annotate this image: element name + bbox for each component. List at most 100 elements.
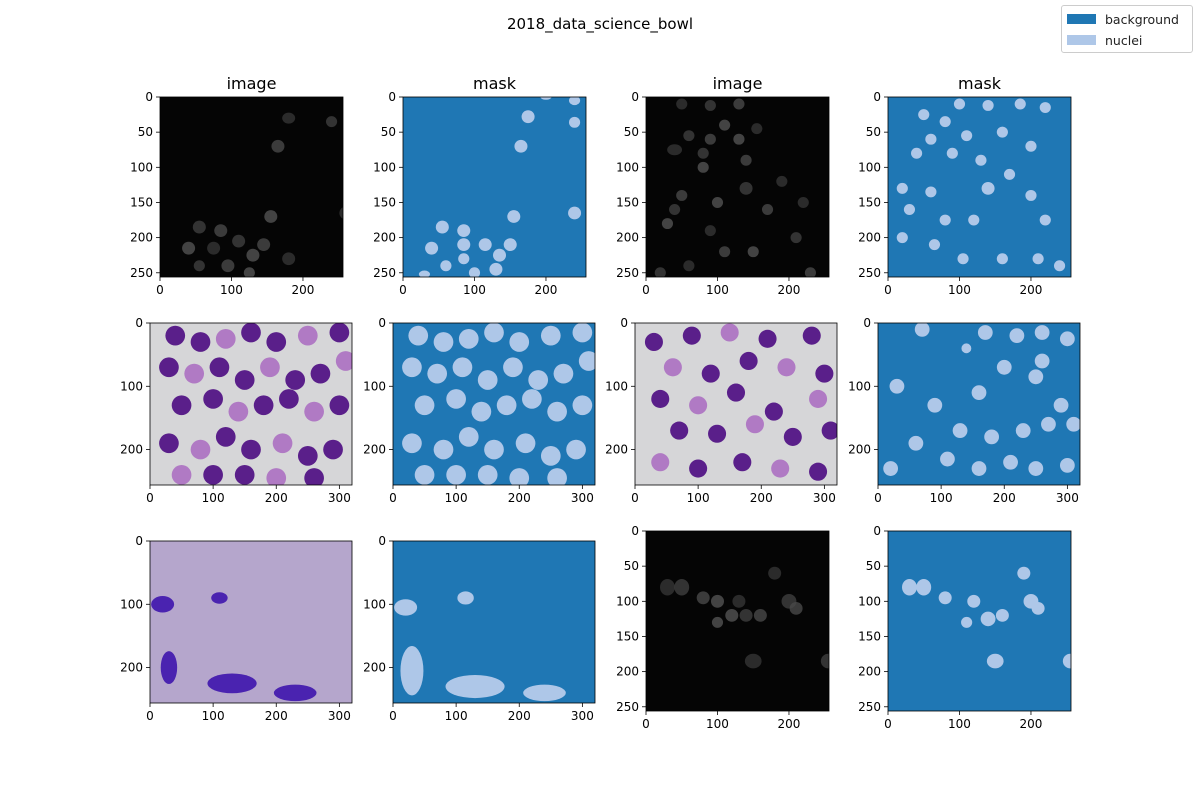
x-tick-label: 0 xyxy=(156,283,164,297)
x-tick-label: 200 xyxy=(265,709,288,723)
nucleus-mark xyxy=(285,370,306,390)
y-tick-label: 100 xyxy=(120,597,143,611)
nucleus-mark xyxy=(566,439,586,460)
nucleus-mark xyxy=(725,608,739,622)
panel-background xyxy=(888,97,1071,277)
nucleus-mark xyxy=(507,210,521,223)
nucleus-mark xyxy=(1031,601,1045,615)
nucleus-mark xyxy=(547,468,567,485)
nucleus-mark xyxy=(323,439,343,460)
x-tick-label: 200 xyxy=(535,283,558,297)
nucleus-mark xyxy=(704,133,716,145)
nucleus-mark xyxy=(676,189,688,201)
nucleus-mark xyxy=(967,594,981,608)
y-tick-label: 100 xyxy=(858,594,881,608)
nucleus-mark xyxy=(683,260,695,272)
legend: background nuclei xyxy=(1061,5,1193,53)
nucleus-mark xyxy=(528,370,549,390)
x-tick-label: 200 xyxy=(778,717,801,731)
nucleus-mark xyxy=(203,389,223,409)
x-tick-label: 0 xyxy=(874,491,882,505)
x-tick-label: 100 xyxy=(687,491,710,505)
nucleus-mark xyxy=(1009,328,1025,344)
nucleus-mark xyxy=(961,616,973,628)
nucleus-mark xyxy=(663,358,682,377)
y-tick-label: 50 xyxy=(624,559,639,573)
panel-frame xyxy=(392,322,596,486)
panel-2: mask 0 100 200 0 50 100 150 200 250 xyxy=(373,74,587,297)
nucleus-mark xyxy=(540,446,561,466)
nucleus-mark xyxy=(710,594,724,608)
nuclei-group xyxy=(159,323,352,485)
nucleus-mark xyxy=(489,262,503,276)
nucleus-mark xyxy=(820,653,829,669)
nucleus-mark xyxy=(739,182,753,195)
legend-item-nuclei: nuclei xyxy=(1067,31,1142,49)
y-tick-label: 250 xyxy=(858,266,881,280)
nucleus-mark xyxy=(1053,260,1066,272)
nuclei-group xyxy=(883,323,1080,476)
nucleus-mark xyxy=(984,429,1000,445)
nucleus-mark xyxy=(1041,416,1056,432)
nucleus-mark xyxy=(234,370,255,390)
nucleus-mark xyxy=(996,359,1012,375)
nucleus-mark xyxy=(572,323,593,343)
y-tick-label: 150 xyxy=(616,629,639,643)
panel-frame xyxy=(159,96,344,278)
y-tick-label: 150 xyxy=(858,195,881,209)
nucleus-mark xyxy=(266,468,287,485)
nucleus-mark xyxy=(159,433,179,454)
nucleus-mark xyxy=(719,246,731,258)
nucleus-mark xyxy=(266,332,287,352)
panel-1: image 0 100 200 0 50 100 150 200 250 xyxy=(130,74,344,297)
x-tick-label: 100 xyxy=(202,709,225,723)
panel-9: 0 100 200 300 0 100 200 xyxy=(120,534,353,723)
y-tick-label: 100 xyxy=(120,379,143,393)
y-tick-label: 150 xyxy=(130,195,153,209)
nucleus-mark xyxy=(1032,253,1044,265)
y-tick-label: 200 xyxy=(858,665,881,679)
x-tick-label: 300 xyxy=(328,709,351,723)
nucleus-mark xyxy=(165,325,186,346)
nucleus-mark xyxy=(452,357,473,378)
nucleus-mark xyxy=(207,241,221,255)
y-tick-label: 50 xyxy=(381,125,396,139)
nucleus-mark xyxy=(802,326,821,345)
panel-frame xyxy=(887,96,1072,278)
nucleus-mark xyxy=(751,123,763,135)
nucleus-mark xyxy=(1059,331,1075,347)
nucleus-mark xyxy=(1028,369,1044,385)
nucleus-mark xyxy=(509,468,530,485)
x-tick-label: 100 xyxy=(706,717,729,731)
nucleus-mark xyxy=(496,395,517,416)
nucleus-mark xyxy=(961,343,972,354)
panel-frame xyxy=(392,540,596,704)
panel-background xyxy=(646,531,829,711)
nucleus-mark xyxy=(522,389,542,409)
x-tick-label: 0 xyxy=(884,717,892,731)
nucleus-mark xyxy=(514,139,528,153)
nucleus-mark xyxy=(1015,423,1031,438)
nuclei-group xyxy=(644,323,837,481)
nucleus-mark xyxy=(771,459,790,478)
x-tick-label: 200 xyxy=(1020,717,1043,731)
y-tick-label: 0 xyxy=(631,524,639,538)
nucleus-mark xyxy=(697,147,709,159)
y-tick-label: 200 xyxy=(605,443,628,457)
y-tick-label: 150 xyxy=(858,629,881,643)
nucleus-mark xyxy=(995,608,1009,622)
x-tick-label: 100 xyxy=(220,283,243,297)
nucleus-mark xyxy=(402,357,422,378)
nucleus-mark xyxy=(790,232,802,244)
legend-swatch-background xyxy=(1067,14,1096,24)
panel-7: 0 100 200 300 0 100 200 xyxy=(605,316,838,505)
y-tick-label: 0 xyxy=(378,316,386,330)
y-tick-label: 250 xyxy=(858,700,881,714)
panels-grid: image 0 100 200 0 50 100 150 200 250 mask 0 100 200 0 5… xyxy=(120,74,1081,731)
panel-background xyxy=(888,531,1071,711)
y-tick-label: 50 xyxy=(138,125,153,139)
x-tick-label: 200 xyxy=(778,283,801,297)
nucleus-mark xyxy=(515,433,536,454)
y-tick-label: 100 xyxy=(363,597,386,611)
nucleus-mark xyxy=(939,214,951,226)
